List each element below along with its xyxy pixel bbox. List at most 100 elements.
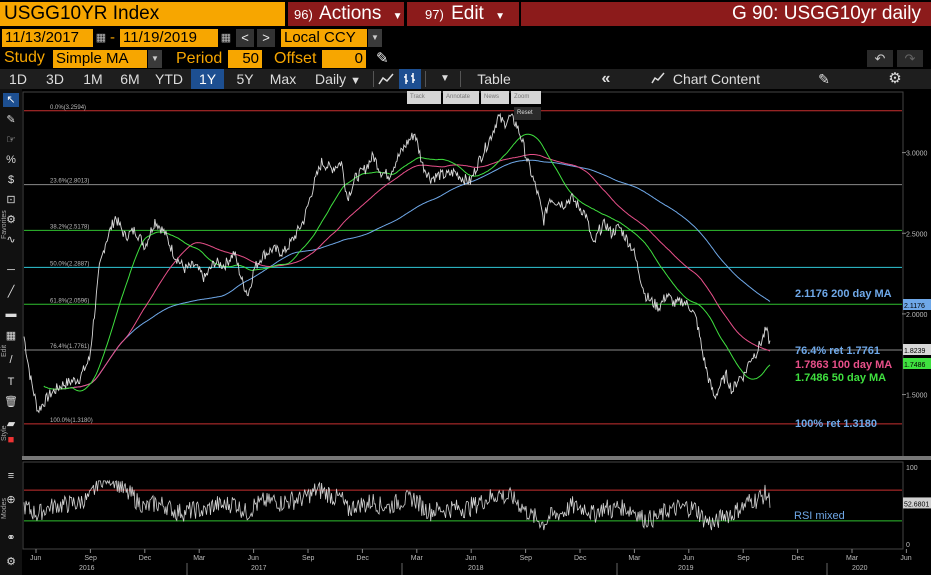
period-3d-button[interactable]: 3D xyxy=(46,71,64,87)
line-style-icon[interactable]: ≡ xyxy=(7,470,15,482)
period-1m-button[interactable]: 1M xyxy=(83,71,103,87)
ruler-icon[interactable]: ⊡ xyxy=(6,194,16,206)
next-period-button[interactable]: > xyxy=(257,29,275,47)
chevron-down-icon: ▼ xyxy=(392,11,403,22)
text-icon[interactable]: T xyxy=(7,376,15,388)
security-field[interactable]: USGG10YR Index xyxy=(0,2,285,26)
color-icon[interactable]: ■ xyxy=(7,434,15,446)
chevron-down-icon: ▼ xyxy=(350,75,361,87)
calendar-icon[interactable]: ▦ xyxy=(94,29,108,47)
last-value-tag-bg xyxy=(903,358,931,369)
pencil-icon[interactable]: ✎ xyxy=(6,114,16,126)
title-bar: USGG10YR Index 96) Actions ▼ 97) Edit ▼ … xyxy=(0,0,931,28)
fib-label: 50.0%(2.2887) xyxy=(50,261,89,267)
last-value-tag: 1.8239 xyxy=(904,348,926,355)
period-1y-button[interactable]: 1Y xyxy=(191,69,224,89)
price-line xyxy=(23,112,771,414)
annotate-tool[interactable]: Annotate xyxy=(443,91,479,104)
study-select[interactable]: Simple MA xyxy=(53,50,147,68)
channel-icon[interactable]: ▬ xyxy=(5,308,17,320)
track-tool[interactable]: Track xyxy=(407,91,441,104)
end-date-field[interactable]: 11/19/2019 xyxy=(120,29,218,47)
chevron-down-icon[interactable]: ▼ xyxy=(148,50,162,68)
pointer-icon[interactable]: ↖ xyxy=(3,93,19,107)
gear-icon[interactable]: ⚙ xyxy=(888,70,902,87)
fib-label: 38.2%(2.5178) xyxy=(50,224,89,230)
actions-number: 96) xyxy=(294,7,313,22)
x-tick-label: Jun xyxy=(465,555,476,562)
ma100-line xyxy=(53,154,771,390)
line-chart-icon[interactable] xyxy=(376,69,396,89)
period-6m-button[interactable]: 6M xyxy=(120,71,140,87)
line-icon[interactable]: ─ xyxy=(7,264,15,276)
legend-entry: 76.4% ret 1.7761 xyxy=(795,345,880,357)
start-date-field[interactable]: 11/13/2017 xyxy=(2,29,93,47)
pin-icon[interactable]: ⊕ xyxy=(6,494,16,506)
x-tick-label: Dec xyxy=(574,555,587,562)
edit-icon[interactable]: ✎ xyxy=(818,71,830,87)
trend-icon[interactable]: ╱ xyxy=(7,286,15,298)
settings-icon[interactable]: ⚙ xyxy=(6,556,16,568)
x-tick-label: Mar xyxy=(846,555,859,562)
currency-select[interactable]: Local CCY xyxy=(281,29,367,47)
undo-icon[interactable]: ↶ xyxy=(867,50,893,67)
x-tick-label: Sep xyxy=(302,555,315,562)
dollar-icon[interactable]: $ xyxy=(7,174,15,186)
price-chart[interactable]: 0.0%(3.2594) 23.6%(2.8013) 38.2%(2.5178) 50… xyxy=(22,89,931,575)
legend-entry: 2.1176 200 day MA xyxy=(795,288,892,300)
collapse-icon[interactable]: « xyxy=(601,70,611,87)
x-tick-label: Dec xyxy=(792,555,805,562)
period-max-button[interactable]: Max xyxy=(269,71,297,87)
paint-icon[interactable]: ▰ xyxy=(6,418,16,430)
rsi-last-tag-bg xyxy=(903,497,931,509)
redo-icon[interactable]: ↷ xyxy=(897,50,923,67)
trash-icon[interactable]: 🗑 xyxy=(4,396,18,408)
fib-label: 61.8%(2.0596) xyxy=(50,298,89,304)
axes: 3.0000 2.5000 2.0000 1.5000 Jun Sep Dec Mar Jun S… xyxy=(30,151,928,575)
chevron-down-icon[interactable]: ▼ xyxy=(368,29,382,47)
period-ytd-button[interactable]: YTD xyxy=(155,71,183,87)
y-tick-label: 3.0000 xyxy=(906,151,928,158)
actions-menu-button[interactable]: 96) Actions ▼ xyxy=(288,2,404,26)
table-button[interactable]: Table xyxy=(477,71,511,87)
news-tool[interactable]: News xyxy=(481,91,509,104)
reset-button[interactable]: Reset xyxy=(514,107,541,120)
series-lines xyxy=(23,112,771,414)
rsi-tick-label: 100 xyxy=(906,465,918,472)
left-toolbar: ↖ ✎ ☞ % $ Favorites ⊡ ⚙ ∿ ─ ╱ ▬ ▦ / Edit… xyxy=(0,89,22,575)
date-range-bar: 11/13/2017 ▦ - 11/19/2019 ▦ < > Local CC… xyxy=(0,28,931,48)
period-input[interactable]: 50 xyxy=(228,50,262,68)
period-1d-button[interactable]: 1D xyxy=(9,71,27,87)
pencil-icon[interactable]: ✎ xyxy=(376,50,389,67)
x-year-label: 2020 xyxy=(852,565,868,572)
percent-icon[interactable]: % xyxy=(6,154,16,166)
x-tick-label: Jun xyxy=(248,555,259,562)
draw-line-icon[interactable]: / xyxy=(9,354,13,366)
calendar-icon[interactable]: ▦ xyxy=(219,29,233,47)
frequency-select[interactable]: Daily ▼ xyxy=(306,69,370,89)
x-year-label: 2017 xyxy=(251,565,267,572)
x-tick-label: Dec xyxy=(356,555,369,562)
divider xyxy=(460,71,461,87)
zoom-tool[interactable]: Zoom xyxy=(511,91,541,104)
legend: 2.1176 200 day MA 76.4% ret 1.7761 1.7863 … xyxy=(795,288,931,430)
gear-icon[interactable]: ⚙ xyxy=(6,214,16,226)
edit-menu-button[interactable]: 97) Edit ▼ xyxy=(407,2,519,26)
previous-period-button[interactable]: < xyxy=(236,29,254,47)
frequency-label: Daily xyxy=(315,71,347,87)
fib-label: 76.4%(1.7761) xyxy=(50,344,89,350)
hatch-icon[interactable]: ▦ xyxy=(5,330,17,342)
hand-icon[interactable]: ☞ xyxy=(6,134,16,146)
study-label: Study xyxy=(4,49,45,66)
period-5y-button[interactable]: 5Y xyxy=(236,71,254,87)
divider xyxy=(425,71,426,87)
chevron-down-icon[interactable]: ▼ xyxy=(440,73,450,84)
chart-content-button[interactable]: Chart Content xyxy=(648,69,763,89)
offset-input[interactable]: 0 xyxy=(322,50,366,68)
link-icon[interactable]: ⚭ xyxy=(6,532,16,544)
x-tick-label: Jun xyxy=(683,555,694,562)
bar-chart-icon[interactable] xyxy=(399,69,421,89)
ma200-line xyxy=(63,159,771,390)
wave-icon[interactable]: ∿ xyxy=(6,234,16,246)
